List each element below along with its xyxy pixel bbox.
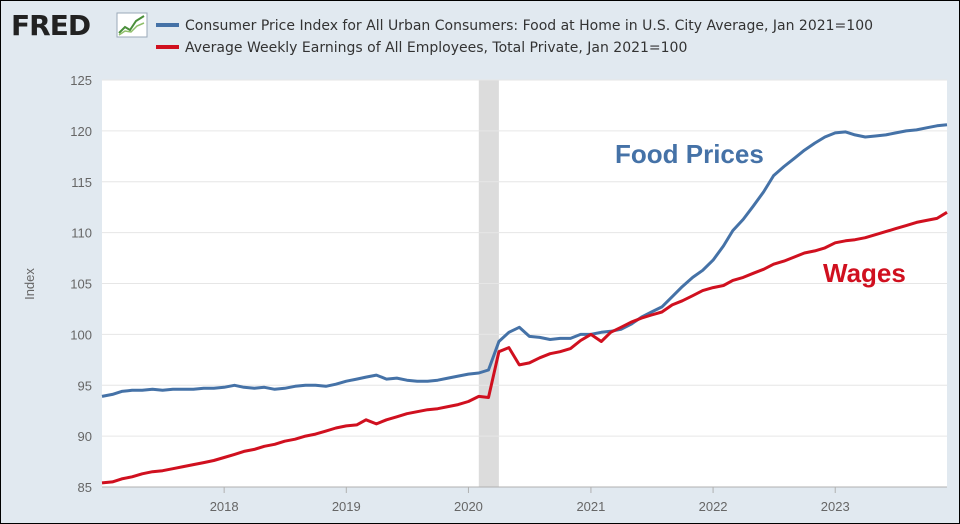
x-axis-ticks: 2018 2019 2020 2021 2022 2023 <box>102 486 947 514</box>
y-axis-label: Index <box>22 268 37 300</box>
y-tick-label: 125 <box>70 73 92 88</box>
legend-label-series1: Consumer Price Index for All Urban Consu… <box>185 18 873 34</box>
x-tick-label: 2018 <box>210 499 239 514</box>
series-food-prices-line[interactable] <box>101 123 948 398</box>
y-tick-label: 120 <box>70 124 92 139</box>
x-tick-label: 2019 <box>332 499 361 514</box>
annotation-wages: Wages <box>823 258 906 288</box>
legend-item-series1[interactable]: Consumer Price Index for All Urban Consu… <box>156 18 873 34</box>
x-tick-label: 2020 <box>454 499 483 514</box>
y-tick-label: 110 <box>71 226 92 241</box>
fred-logo[interactable]: FRED <box>11 9 148 42</box>
y-tick-label: 105 <box>70 277 92 292</box>
legend-item-series2[interactable]: Average Weekly Earnings of All Employees… <box>156 40 687 56</box>
y-tick-label: 85 <box>78 480 92 495</box>
y-tick-label: 115 <box>71 175 92 190</box>
x-tick-label: 2022 <box>699 499 728 514</box>
y-tick-label: 90 <box>78 429 92 444</box>
fred-logo-text: FRED <box>11 9 90 42</box>
legend: Consumer Price Index for All Urban Consu… <box>156 18 873 56</box>
annotation-food-prices: Food Prices <box>615 139 764 169</box>
y-axis-ticks: 85 90 95 100 105 110 115 120 125 <box>70 73 92 495</box>
series-wages-line[interactable] <box>101 211 948 485</box>
x-tick-label: 2021 <box>576 499 605 514</box>
x-tick-label: 2023 <box>821 499 850 514</box>
legend-label-series2: Average Weekly Earnings of All Employees… <box>185 40 687 56</box>
y-tick-label: 95 <box>78 378 92 393</box>
y-tick-label: 100 <box>70 327 92 342</box>
line-graph-icon <box>116 12 148 38</box>
